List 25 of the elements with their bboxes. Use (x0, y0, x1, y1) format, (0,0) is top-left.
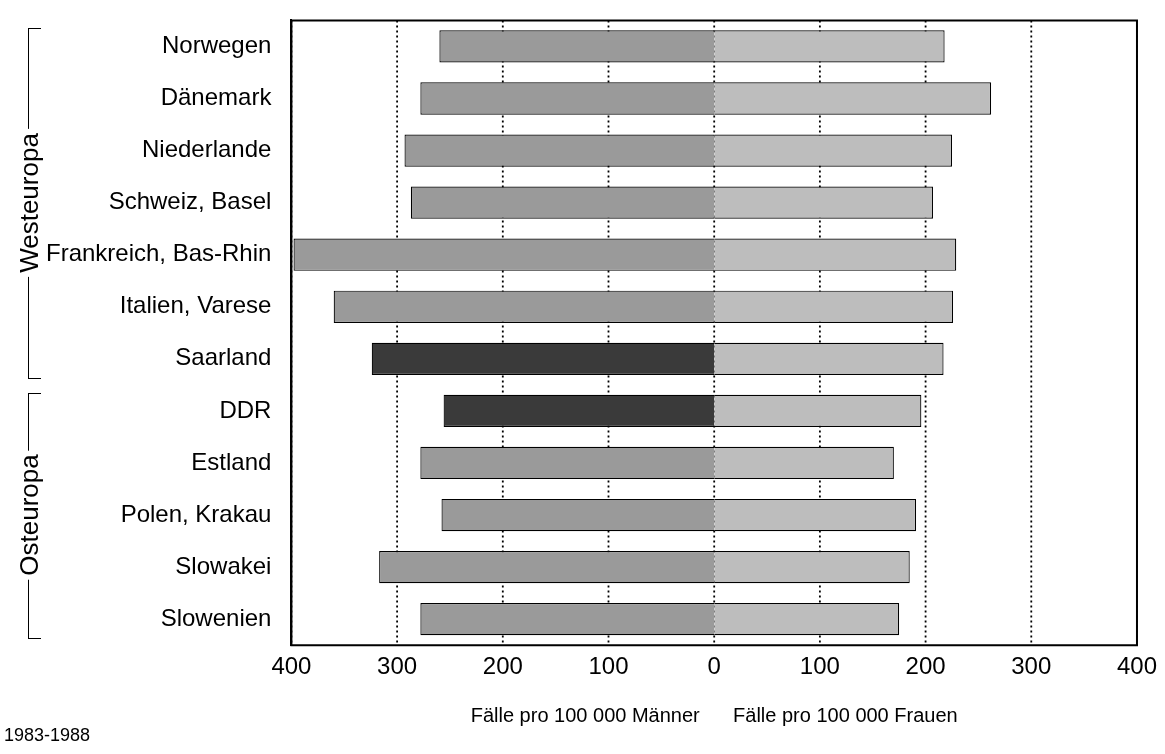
y-tick-label: Estland (191, 447, 272, 475)
y-tick-label: Slowakei (175, 551, 272, 579)
text: Westeuropa (13, 128, 45, 277)
y-tick-label: Schweiz, Basel (108, 187, 272, 215)
x-tick-label: 0 (707, 652, 721, 680)
text: 1983-1988 (4, 725, 91, 746)
y-tick-label: Niederlande (141, 135, 272, 163)
text: Osteuropa (13, 450, 45, 580)
x-tick-label: 200 (905, 652, 946, 680)
y-tick-label: Italien, Varese (119, 291, 272, 319)
x-tick-label: 300 (1011, 652, 1052, 680)
x-tick-label: 400 (1116, 652, 1157, 680)
x-tick-label: 100 (799, 652, 840, 680)
x-axis-title: Fälle pro 100 000 Männer Fälle pro 100 000 Frauen (470, 703, 958, 726)
y-tick-label: Saarland (175, 343, 272, 371)
y-tick-label: Norwegen (162, 31, 272, 59)
x-tick-label: 400 (271, 652, 312, 680)
y-tick-label: Polen, Krakau (120, 499, 272, 527)
y-tick-label: Slowenien (160, 603, 272, 631)
y-tick-label: Frankreich, Bas-Rhin (45, 239, 272, 267)
y-tick-label: Dänemark (160, 83, 273, 111)
y-tick-label: DDR (219, 395, 272, 423)
x-tick-label: 100 (588, 652, 629, 680)
x-tick-label: 200 (482, 652, 523, 680)
x-tick-label: 300 (377, 652, 418, 680)
